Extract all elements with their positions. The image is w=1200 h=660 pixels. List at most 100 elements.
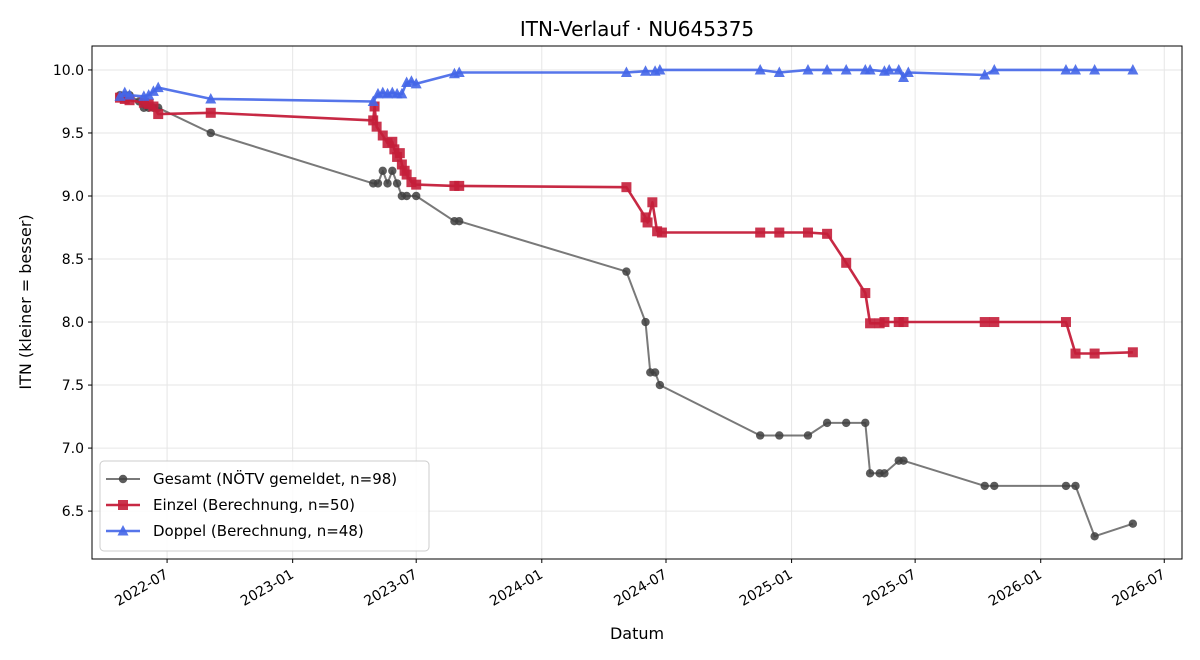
data-point xyxy=(773,66,785,77)
data-point xyxy=(860,288,871,299)
data-point xyxy=(152,81,164,93)
data-point xyxy=(1070,348,1081,359)
data-point xyxy=(205,107,216,118)
data-point xyxy=(640,212,651,223)
data-point xyxy=(388,166,397,175)
data-point xyxy=(861,418,870,428)
data-point xyxy=(411,179,422,190)
data-point xyxy=(656,227,667,238)
data-point xyxy=(647,197,658,208)
data-point xyxy=(389,144,400,155)
data-point xyxy=(143,89,155,100)
data-point xyxy=(879,317,890,328)
data-point xyxy=(455,217,464,226)
data-point xyxy=(979,317,990,328)
data-point xyxy=(864,63,876,75)
y-axis-title: ITN (kleiner = besser) xyxy=(16,214,35,389)
y-tick-label: 10.0 xyxy=(53,63,84,79)
data-point xyxy=(840,63,852,75)
data-point xyxy=(1089,348,1100,359)
data-point xyxy=(841,257,852,268)
data-point xyxy=(899,456,908,465)
data-point xyxy=(396,159,407,170)
legend-marker xyxy=(117,525,129,536)
x-axis-title: Datum xyxy=(610,624,664,643)
data-point xyxy=(654,63,666,75)
legend-box xyxy=(99,460,430,552)
data-point xyxy=(1061,481,1071,491)
data-point xyxy=(822,418,832,428)
data-point xyxy=(396,87,408,99)
data-point xyxy=(880,469,889,478)
data-point xyxy=(387,136,398,147)
data-point xyxy=(1127,63,1139,75)
data-point xyxy=(1128,519,1138,528)
data-point xyxy=(377,130,388,141)
data-point xyxy=(371,121,382,132)
data-point xyxy=(1060,317,1071,328)
data-point xyxy=(1089,63,1101,75)
legend: Gesamt (NÖTV gemeldet, n=98) Einzel (Bere… xyxy=(99,460,430,552)
y-tick-label: 9.0 xyxy=(62,189,84,205)
data-point xyxy=(755,431,765,440)
data-point xyxy=(124,89,136,100)
data-point xyxy=(147,85,159,96)
data-point xyxy=(621,182,632,193)
data-point xyxy=(402,191,411,201)
data-point xyxy=(642,217,653,228)
data-point xyxy=(1090,532,1099,541)
data-point xyxy=(206,128,215,138)
data-point xyxy=(148,101,159,112)
data-point xyxy=(1127,347,1138,358)
data-point xyxy=(412,191,421,201)
series-layer xyxy=(114,63,1139,541)
data-point xyxy=(865,469,875,478)
data-point xyxy=(453,66,465,77)
data-point xyxy=(893,63,905,75)
y-tick-label: 8.5 xyxy=(62,252,84,268)
data-point xyxy=(392,179,402,188)
data-point xyxy=(902,66,914,77)
legend-items: Gesamt (NÖTV gemeldet, n=98) Einzel (Bere… xyxy=(106,469,397,540)
data-point xyxy=(1071,481,1080,491)
legend-marker xyxy=(118,474,128,484)
data-point xyxy=(153,109,164,120)
y-tick-label: 8.0 xyxy=(62,315,84,331)
data-point xyxy=(988,63,1000,75)
data-point xyxy=(367,95,379,106)
series-square xyxy=(114,92,1138,359)
data-point xyxy=(865,318,876,329)
data-point xyxy=(841,418,851,428)
data-point xyxy=(754,63,766,75)
data-point xyxy=(822,228,833,239)
data-point xyxy=(979,68,991,80)
legend-marker xyxy=(118,500,128,510)
data-point xyxy=(1060,63,1072,75)
chart-title: ITN-Verlauf · NU645375 xyxy=(520,17,754,41)
data-point xyxy=(114,90,126,101)
data-point xyxy=(622,267,631,276)
data-point xyxy=(898,317,909,328)
data-point xyxy=(980,481,989,491)
y-tick-label: 7.5 xyxy=(62,378,84,394)
data-point xyxy=(394,148,405,159)
data-point xyxy=(755,227,766,238)
data-point xyxy=(883,63,895,75)
data-point xyxy=(368,115,379,126)
data-point xyxy=(803,431,813,440)
grid-layer xyxy=(92,46,1182,559)
data-point xyxy=(989,317,1000,328)
plot-frame xyxy=(91,45,1183,560)
data-point xyxy=(775,431,784,440)
data-point xyxy=(1070,63,1082,75)
data-point xyxy=(802,227,813,238)
data-point xyxy=(410,77,422,89)
data-point xyxy=(640,65,652,76)
legend-label: Einzel (Berechnung, n=50) xyxy=(153,496,355,514)
y-tick-label: 7.0 xyxy=(62,441,84,457)
data-point xyxy=(620,66,632,77)
data-point xyxy=(383,179,392,188)
